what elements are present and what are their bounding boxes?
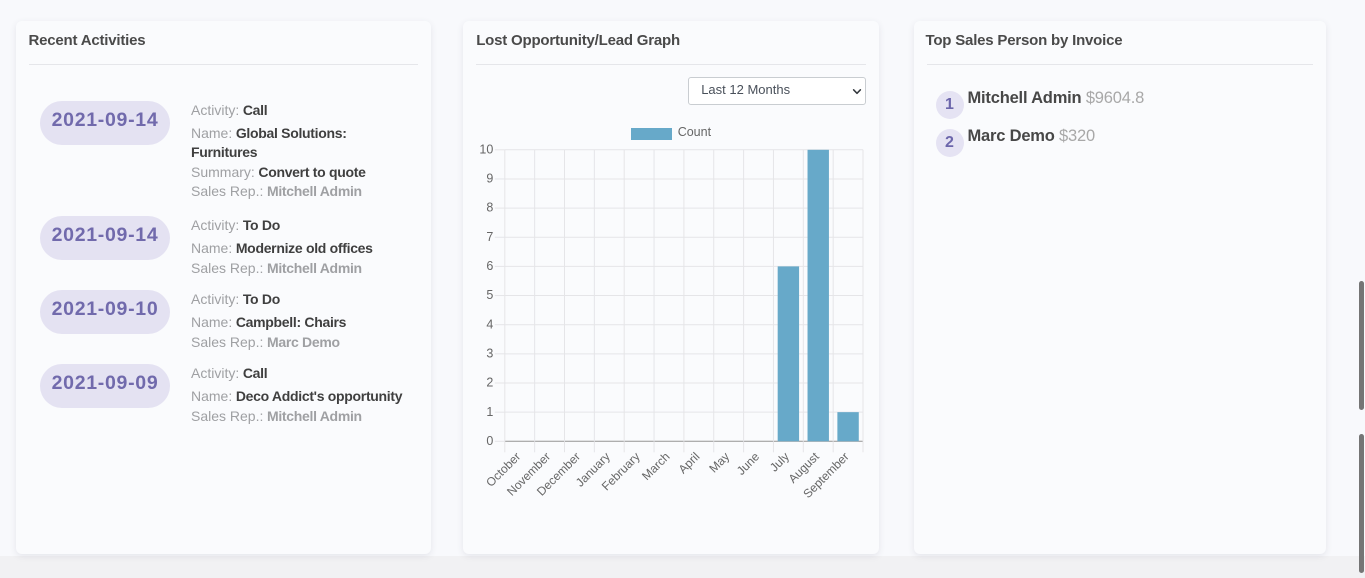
svg-text:5: 5 <box>487 288 494 302</box>
svg-text:10: 10 <box>480 142 494 156</box>
svg-text:7: 7 <box>487 230 494 244</box>
svg-text:8: 8 <box>487 201 494 215</box>
svg-text:9: 9 <box>487 172 494 186</box>
svg-text:3: 3 <box>487 346 494 360</box>
svg-text:4: 4 <box>487 317 494 331</box>
svg-text:1: 1 <box>487 405 494 419</box>
svg-text:0: 0 <box>487 434 494 448</box>
svg-text:6: 6 <box>487 259 494 273</box>
svg-text:March: March <box>639 450 672 483</box>
svg-text:April: April <box>676 450 703 477</box>
svg-text:July: July <box>767 450 792 475</box>
svg-text:2: 2 <box>487 376 494 390</box>
svg-text:May: May <box>707 450 733 476</box>
svg-text:June: June <box>734 449 763 478</box>
